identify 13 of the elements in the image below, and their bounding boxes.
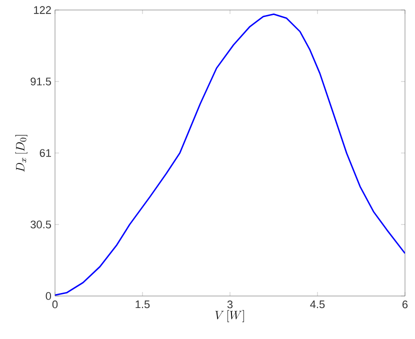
y-tick-label: 122	[34, 6, 51, 14]
x-tick-label: 6	[402, 300, 408, 308]
x-tick-label: 0	[52, 300, 58, 308]
x-tick-label: 4.5	[310, 300, 325, 308]
y-tick-label: 30.5	[30, 220, 52, 228]
y-axis-title: $D_x\,[D_0]$	[15, 135, 28, 172]
x-tick-label: 3	[227, 300, 233, 308]
y-tick-label: 91.5	[30, 78, 52, 86]
x-tick-label: 1.5	[136, 300, 150, 308]
x-axis-title: $V\,[W]$	[215, 310, 244, 322]
y-tick-label: 61	[40, 149, 51, 157]
line-series	[55, 14, 405, 296]
y-tick-label: 0	[46, 292, 52, 300]
